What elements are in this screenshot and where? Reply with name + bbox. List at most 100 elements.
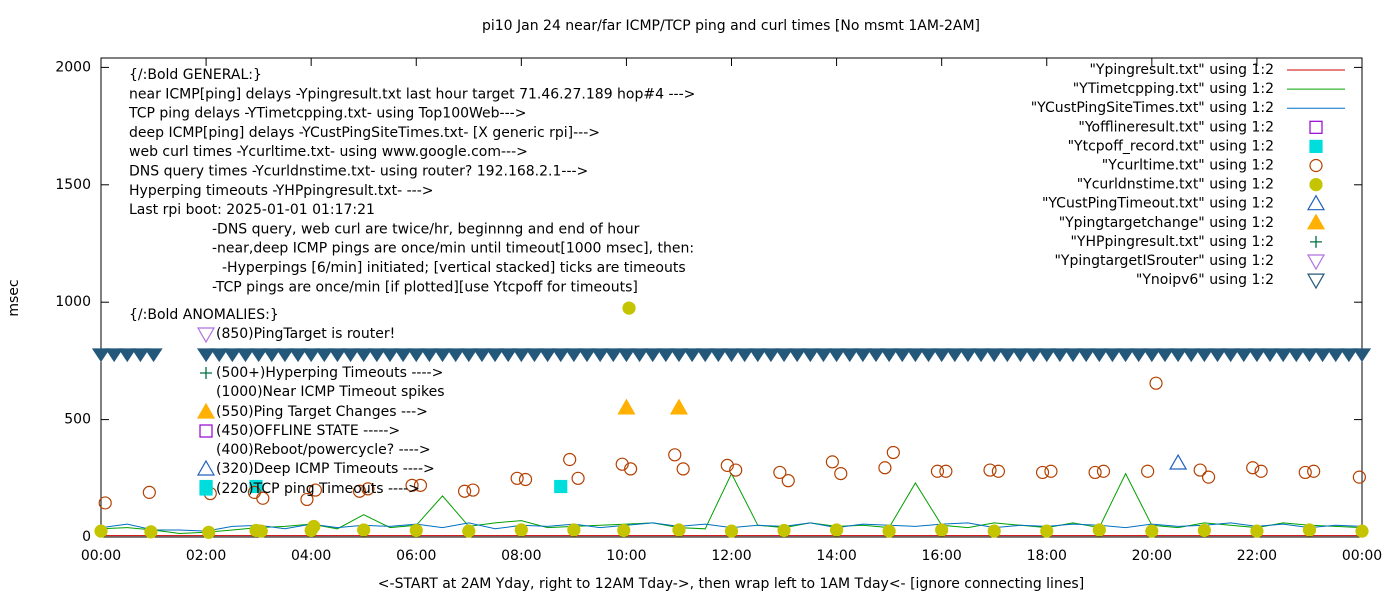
legend-swatch bbox=[1310, 235, 1322, 248]
x-tick-label: 10:00 bbox=[606, 548, 646, 564]
data-point bbox=[720, 458, 734, 472]
x-tick-label: 12:00 bbox=[711, 548, 751, 564]
x-tick-label: 00:00 bbox=[81, 548, 121, 564]
data-point bbox=[615, 457, 629, 471]
legend-swatch bbox=[1306, 254, 1326, 271]
data-point bbox=[669, 348, 689, 363]
data-point bbox=[196, 348, 216, 363]
data-point bbox=[840, 348, 859, 363]
data-point bbox=[1352, 348, 1372, 363]
anomaly-note: (850)PingTarget is router! bbox=[216, 326, 395, 342]
data-point bbox=[1260, 348, 1280, 363]
data-point bbox=[1195, 348, 1214, 363]
legend-swatch bbox=[1309, 139, 1323, 153]
data-point bbox=[1339, 348, 1358, 363]
data-point bbox=[656, 348, 675, 363]
data-point bbox=[315, 348, 334, 363]
data-point bbox=[1355, 524, 1369, 538]
data-point bbox=[1234, 348, 1253, 363]
data-point bbox=[91, 348, 111, 363]
data-point bbox=[405, 478, 419, 492]
data-point bbox=[1096, 464, 1111, 478]
data-point bbox=[1037, 348, 1056, 363]
data-point bbox=[105, 348, 124, 363]
x-tick-label: 22:00 bbox=[1237, 548, 1277, 564]
data-point bbox=[622, 301, 636, 315]
data-point bbox=[466, 483, 480, 497]
data-point bbox=[729, 463, 743, 477]
annotation: {/:Bold GENERAL:} bbox=[129, 67, 262, 83]
data-point bbox=[1298, 465, 1312, 480]
data-point bbox=[591, 348, 610, 363]
data-point bbox=[393, 348, 413, 363]
y-tick-label: 2000 bbox=[55, 59, 91, 75]
data-point bbox=[774, 348, 794, 363]
data-point bbox=[643, 348, 662, 363]
data-point bbox=[617, 523, 631, 538]
data-point bbox=[985, 348, 1004, 363]
anomaly-note: (220)TCP ping Timeouts ----> bbox=[216, 481, 420, 497]
data-point bbox=[131, 348, 150, 363]
data-point bbox=[409, 523, 423, 538]
annotation: -DNS query, web curl are twice/hr, begin… bbox=[212, 221, 640, 237]
data-point bbox=[617, 348, 636, 363]
data-point bbox=[1168, 348, 1188, 363]
x-tick-label: 20:00 bbox=[1132, 548, 1172, 564]
data-point bbox=[834, 467, 848, 481]
data-point bbox=[696, 348, 715, 363]
data-point bbox=[1250, 524, 1264, 538]
data-point bbox=[878, 461, 892, 475]
data-point bbox=[1313, 348, 1332, 363]
legend-swatch bbox=[1306, 273, 1326, 290]
x-tick-label: 18:00 bbox=[1027, 548, 1067, 564]
data-point bbox=[577, 348, 597, 363]
x-axis-label: <-START at 2AM Yday, right to 12AM Tday-… bbox=[378, 576, 1084, 592]
data-point bbox=[308, 483, 322, 497]
data-point bbox=[1145, 524, 1159, 538]
data-point bbox=[446, 348, 465, 363]
annotation: near ICMP[ping] delays -Ypingresult.txt … bbox=[129, 86, 695, 102]
data-point bbox=[118, 348, 137, 363]
legend-label: "Ynoipv6" using 1:2 bbox=[1136, 272, 1274, 288]
data-point bbox=[882, 524, 896, 538]
y-tick-label: 1000 bbox=[55, 294, 91, 310]
data-point bbox=[722, 348, 741, 363]
data-point bbox=[781, 474, 795, 488]
data-point bbox=[930, 464, 945, 478]
data-point bbox=[991, 464, 1006, 478]
data-point bbox=[462, 524, 476, 538]
data-point bbox=[367, 348, 386, 363]
anomaly-note: (320)Deep ICMP Timeouts ----> bbox=[216, 461, 435, 477]
data-point bbox=[1221, 348, 1240, 363]
data-point bbox=[829, 523, 844, 537]
data-point bbox=[499, 348, 518, 363]
data-point bbox=[1142, 348, 1161, 363]
data-point bbox=[801, 348, 820, 363]
x-tick-label: 02:00 bbox=[186, 548, 226, 564]
data-point bbox=[288, 348, 308, 363]
legend-label: "YTimetcpping.txt" using 1:2 bbox=[1073, 81, 1274, 97]
data-point bbox=[945, 348, 964, 363]
data-point bbox=[998, 348, 1017, 363]
data-point bbox=[1035, 465, 1050, 480]
data-point bbox=[551, 348, 570, 363]
data-point bbox=[617, 398, 636, 415]
annotation: -near,deep ICMP pings are once/min until… bbox=[212, 241, 694, 257]
data-point bbox=[352, 484, 367, 498]
data-point bbox=[1011, 348, 1030, 363]
annotation: Hyperping timeouts -YHPpingresult.txt- -… bbox=[129, 183, 434, 199]
data-point bbox=[777, 523, 791, 538]
data-point bbox=[300, 492, 314, 507]
legend-swatch bbox=[1309, 158, 1323, 173]
legend-swatch bbox=[1309, 120, 1323, 134]
data-point bbox=[433, 348, 452, 363]
data-point bbox=[906, 348, 925, 363]
data-point bbox=[1169, 453, 1188, 470]
data-point bbox=[1254, 464, 1268, 478]
data-point bbox=[1287, 348, 1306, 363]
data-point bbox=[1300, 348, 1319, 363]
data-point bbox=[307, 519, 321, 534]
data-point bbox=[1024, 348, 1043, 363]
data-point bbox=[236, 348, 255, 363]
